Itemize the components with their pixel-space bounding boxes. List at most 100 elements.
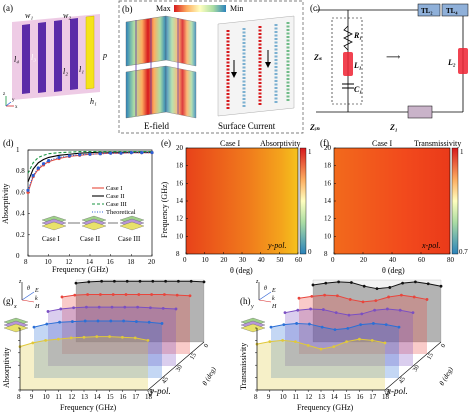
chart-g-xlabel: Frequency (GHz) bbox=[60, 403, 117, 412]
dim-w2: w₂ bbox=[63, 11, 71, 20]
dim-p: p bbox=[102, 51, 107, 60]
chart-d-point-3-13 bbox=[140, 151, 144, 155]
chart-1-xtick-label-4: 40 bbox=[258, 256, 266, 264]
chart-1-ytick-label-6: 20 bbox=[176, 144, 184, 152]
chart-1-ytick-label-5: 18 bbox=[176, 162, 184, 170]
chart-h-point-1-2 bbox=[323, 293, 326, 297]
chart-h-point-3-2 bbox=[295, 322, 298, 325]
chart-h-point-0-5 bbox=[375, 287, 379, 291]
chart-h-xtick-label-1: 9 bbox=[267, 393, 271, 401]
caption-efield: E-field bbox=[144, 121, 169, 131]
panel-d-label: (d) bbox=[3, 138, 14, 148]
chart-g-point-1-4 bbox=[111, 293, 115, 296]
chart-h-depth-tick-label-0: 0 bbox=[440, 343, 448, 349]
chart-h-point-4-1 bbox=[268, 340, 272, 344]
chart-g-xtick-label-0: 8 bbox=[17, 393, 21, 401]
chart-h-point-0-4 bbox=[362, 284, 366, 288]
chart-h-ylabel: Transmissivity bbox=[239, 343, 248, 390]
chart-d-xtick-label-0: 8 bbox=[24, 258, 28, 266]
chart-g-depth-tick-label-3: 45 bbox=[161, 376, 170, 385]
panel-a-label: (a) bbox=[3, 3, 13, 13]
chart-h-point-1-5 bbox=[361, 300, 365, 304]
chart-g-xtick-label-6: 14 bbox=[94, 393, 102, 401]
chart-g-point-0-8 bbox=[177, 279, 180, 283]
chart-g-point-1-2 bbox=[86, 293, 89, 296]
chart-h-point-1-0 bbox=[297, 296, 301, 300]
panel-f: (f) Case I Transmissivity 1 0.7 x-pol. 0… bbox=[318, 136, 474, 276]
chart-1-ytick-label-3: 14 bbox=[176, 197, 184, 205]
chart-h-point-1-1 bbox=[310, 294, 314, 298]
chart-g-point-1-9 bbox=[175, 293, 179, 297]
chart-h-point-1-7 bbox=[387, 295, 390, 299]
triad-g-k: k bbox=[35, 296, 38, 302]
chart-g: (g) z E k H x θ 8 9 10 11 12 13 14 15 16 17 18 0 15 3… bbox=[2, 279, 218, 412]
chart-h-point-3-9 bbox=[384, 323, 388, 327]
axis-z-a: z bbox=[3, 92, 6, 97]
chart-g-point-2-8 bbox=[149, 306, 152, 310]
chart-g-point-4-7 bbox=[108, 335, 111, 339]
chart-g-xtick-label-3: 11 bbox=[55, 393, 62, 401]
chart-g-point-0-5 bbox=[138, 279, 142, 283]
chart-g-xtick-label-8: 16 bbox=[119, 393, 127, 401]
chart-1-ytick-label-4: 16 bbox=[176, 179, 184, 187]
panel-c-figure: (c) TL₂ TL₄ R₁ L₁ C₁ L₂ Zₛ ⟶ Zᵢₙ Z₁ bbox=[309, 3, 469, 132]
chart-g-point-3-3 bbox=[71, 320, 74, 323]
chart-g-xtick-label-1: 9 bbox=[30, 393, 34, 401]
chart-h-point-1-10 bbox=[425, 298, 429, 301]
chart-g-point-1-3 bbox=[99, 293, 102, 296]
incidence-triad-h: z E k H y θ bbox=[250, 279, 277, 310]
panel-b-label: (b) bbox=[122, 4, 133, 14]
chart-h-point-0-1 bbox=[324, 281, 328, 285]
axis-x-a: x bbox=[15, 105, 18, 110]
panel-b: (b) Max Min E-field Surface Cu bbox=[118, 0, 304, 134]
chart-f: (f) Case I Transmissivity 1 0.7 x-pol. 0… bbox=[320, 138, 468, 275]
label-l2: L₂ bbox=[447, 58, 456, 67]
strip-l2 bbox=[54, 20, 62, 92]
chart-h-ribbon-0 bbox=[313, 281, 441, 342]
chart-g-point-0-7 bbox=[164, 279, 168, 283]
chart-g-depth-tick-label-2: 30 bbox=[175, 364, 184, 373]
chart-d-xlabel: Frequency (GHz) bbox=[52, 265, 109, 274]
panel-g: (g) z E k H x θ 8 9 10 11 12 13 14 15 16 17 18 0 15 3… bbox=[0, 278, 237, 413]
chart-g-point-2-5 bbox=[110, 305, 114, 309]
chart-2-xtick-label-3: 60 bbox=[418, 256, 426, 264]
chart-1-ytick-label-2: 12 bbox=[176, 215, 184, 223]
chart-2-ytick-label-1: 10 bbox=[324, 232, 332, 240]
chart-d-series-line-1 bbox=[27, 151, 152, 183]
surface-current-map bbox=[217, 15, 295, 117]
stack-icon-h bbox=[240, 317, 266, 333]
triad-h-h: H bbox=[271, 304, 277, 310]
case-label-1: Case I bbox=[42, 235, 60, 243]
chart-g-point-1-1 bbox=[73, 293, 77, 297]
chart-h-point-4-2 bbox=[281, 339, 284, 342]
chart-h-xtick-label-7: 15 bbox=[344, 393, 352, 401]
chart-d-xtick-label-4: 16 bbox=[107, 258, 115, 266]
tl-label-2: TL₄ bbox=[446, 7, 458, 15]
chart-h-point-2-5 bbox=[347, 313, 351, 317]
chart-h-point-2-8 bbox=[386, 307, 389, 311]
colorbar-b bbox=[174, 5, 226, 12]
strip-yellow bbox=[85, 15, 95, 90]
chart-h-point-3-8 bbox=[372, 322, 375, 325]
dim-w1: w₁ bbox=[25, 11, 33, 20]
chart-g-point-2-6 bbox=[123, 305, 127, 309]
chart-h-point-1-6 bbox=[374, 299, 378, 303]
caption-surface-current: Surface Current bbox=[218, 121, 276, 131]
chart-h: (h) z E k H y θ 8 9 10 11 12 13 14 15 16 17 18 0 15 3… bbox=[239, 279, 455, 412]
chart-h-point-4-7 bbox=[345, 340, 348, 344]
panel-h: (h) z E k H y θ 8 9 10 11 12 13 14 15 16 17 18 0 15 3… bbox=[237, 278, 474, 413]
chart-2-xtick-label-1: 20 bbox=[360, 256, 368, 264]
chart-h-point-1-3 bbox=[336, 294, 339, 298]
chart-g-point-4-2 bbox=[44, 339, 47, 342]
heatmap-e bbox=[185, 147, 299, 255]
chart-1-xtick-label-5: 50 bbox=[276, 256, 284, 264]
chart-1-ytick-label-0: 8 bbox=[176, 250, 180, 258]
chart-h-point-3-5 bbox=[333, 328, 337, 332]
chart-d-point-3-7 bbox=[78, 153, 82, 157]
colorbar-f-max: 1 bbox=[460, 148, 464, 156]
chart-h-depth-tick-label-1: 15 bbox=[426, 352, 435, 361]
chart-h-point-3-6 bbox=[346, 327, 350, 330]
chart-2-ytick-label-6: 20 bbox=[324, 144, 332, 152]
chart-d-series-line-2 bbox=[27, 151, 152, 174]
